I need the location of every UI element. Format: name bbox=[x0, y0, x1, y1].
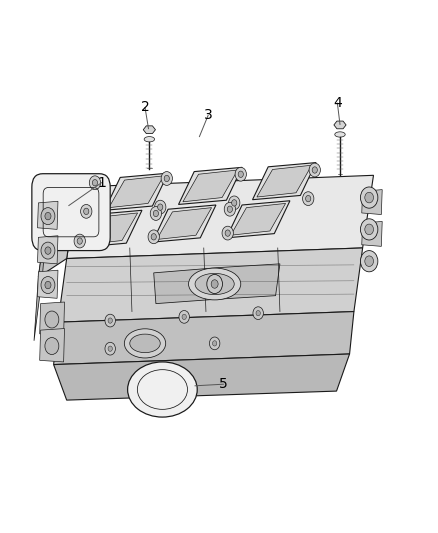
Circle shape bbox=[312, 167, 318, 173]
Polygon shape bbox=[109, 176, 164, 208]
Ellipse shape bbox=[335, 132, 345, 137]
Circle shape bbox=[224, 203, 236, 216]
Circle shape bbox=[81, 205, 92, 218]
Polygon shape bbox=[231, 204, 286, 235]
Circle shape bbox=[238, 171, 244, 177]
Polygon shape bbox=[53, 312, 354, 365]
Polygon shape bbox=[67, 175, 374, 259]
Circle shape bbox=[41, 277, 55, 294]
Circle shape bbox=[148, 230, 159, 244]
Circle shape bbox=[155, 200, 166, 214]
Polygon shape bbox=[362, 190, 382, 215]
Circle shape bbox=[45, 281, 51, 289]
Circle shape bbox=[41, 208, 55, 224]
Circle shape bbox=[365, 224, 374, 235]
Polygon shape bbox=[40, 328, 64, 362]
Polygon shape bbox=[83, 213, 138, 245]
Circle shape bbox=[225, 230, 230, 236]
Polygon shape bbox=[58, 248, 363, 322]
Ellipse shape bbox=[130, 334, 160, 353]
Circle shape bbox=[360, 251, 378, 272]
Circle shape bbox=[108, 318, 113, 323]
Ellipse shape bbox=[124, 329, 166, 358]
Circle shape bbox=[84, 208, 89, 215]
Circle shape bbox=[229, 196, 240, 210]
Circle shape bbox=[365, 192, 374, 203]
Circle shape bbox=[45, 311, 59, 328]
Circle shape bbox=[77, 238, 82, 244]
Polygon shape bbox=[78, 211, 142, 247]
Polygon shape bbox=[39, 187, 78, 277]
Ellipse shape bbox=[127, 362, 197, 417]
Polygon shape bbox=[154, 264, 280, 304]
Ellipse shape bbox=[195, 273, 234, 295]
Polygon shape bbox=[105, 173, 168, 211]
Circle shape bbox=[45, 337, 59, 354]
Circle shape bbox=[153, 211, 159, 216]
Ellipse shape bbox=[144, 136, 155, 142]
Polygon shape bbox=[179, 167, 242, 205]
Circle shape bbox=[74, 234, 85, 248]
Polygon shape bbox=[157, 208, 212, 239]
Text: 2: 2 bbox=[141, 100, 149, 115]
Polygon shape bbox=[226, 201, 290, 238]
Circle shape bbox=[256, 311, 260, 316]
Circle shape bbox=[360, 219, 378, 240]
Text: 3: 3 bbox=[204, 108, 212, 123]
Ellipse shape bbox=[188, 268, 241, 300]
Circle shape bbox=[209, 337, 220, 350]
Polygon shape bbox=[253, 163, 316, 200]
Polygon shape bbox=[38, 236, 58, 264]
Circle shape bbox=[164, 175, 170, 182]
Circle shape bbox=[309, 163, 321, 177]
Circle shape bbox=[158, 204, 163, 211]
Circle shape bbox=[89, 176, 101, 190]
FancyBboxPatch shape bbox=[32, 174, 110, 251]
Text: 4: 4 bbox=[333, 96, 342, 110]
Circle shape bbox=[211, 280, 218, 288]
Polygon shape bbox=[38, 201, 58, 229]
Circle shape bbox=[179, 311, 189, 323]
Polygon shape bbox=[334, 121, 346, 129]
Circle shape bbox=[232, 200, 237, 206]
Circle shape bbox=[41, 242, 55, 259]
Circle shape bbox=[222, 226, 233, 240]
Polygon shape bbox=[53, 354, 350, 400]
Polygon shape bbox=[183, 170, 238, 202]
Circle shape bbox=[92, 180, 98, 186]
Circle shape bbox=[360, 187, 378, 208]
Text: 1: 1 bbox=[97, 176, 106, 190]
Circle shape bbox=[45, 213, 51, 220]
Circle shape bbox=[365, 256, 374, 266]
Circle shape bbox=[303, 192, 314, 206]
Circle shape bbox=[105, 342, 116, 355]
Polygon shape bbox=[40, 302, 64, 335]
Polygon shape bbox=[362, 221, 382, 246]
Circle shape bbox=[182, 314, 186, 319]
Circle shape bbox=[105, 314, 116, 327]
Circle shape bbox=[45, 247, 51, 254]
Circle shape bbox=[306, 196, 311, 202]
Circle shape bbox=[151, 233, 156, 240]
Circle shape bbox=[207, 274, 223, 294]
Circle shape bbox=[161, 172, 173, 185]
Circle shape bbox=[212, 341, 217, 346]
Polygon shape bbox=[257, 165, 312, 197]
Circle shape bbox=[235, 167, 247, 181]
Polygon shape bbox=[143, 126, 155, 134]
Circle shape bbox=[108, 346, 113, 351]
Text: 5: 5 bbox=[219, 377, 228, 391]
Circle shape bbox=[227, 206, 233, 213]
Circle shape bbox=[253, 307, 263, 319]
Polygon shape bbox=[152, 205, 216, 242]
Polygon shape bbox=[34, 206, 48, 341]
Circle shape bbox=[150, 207, 162, 220]
Polygon shape bbox=[38, 270, 58, 298]
